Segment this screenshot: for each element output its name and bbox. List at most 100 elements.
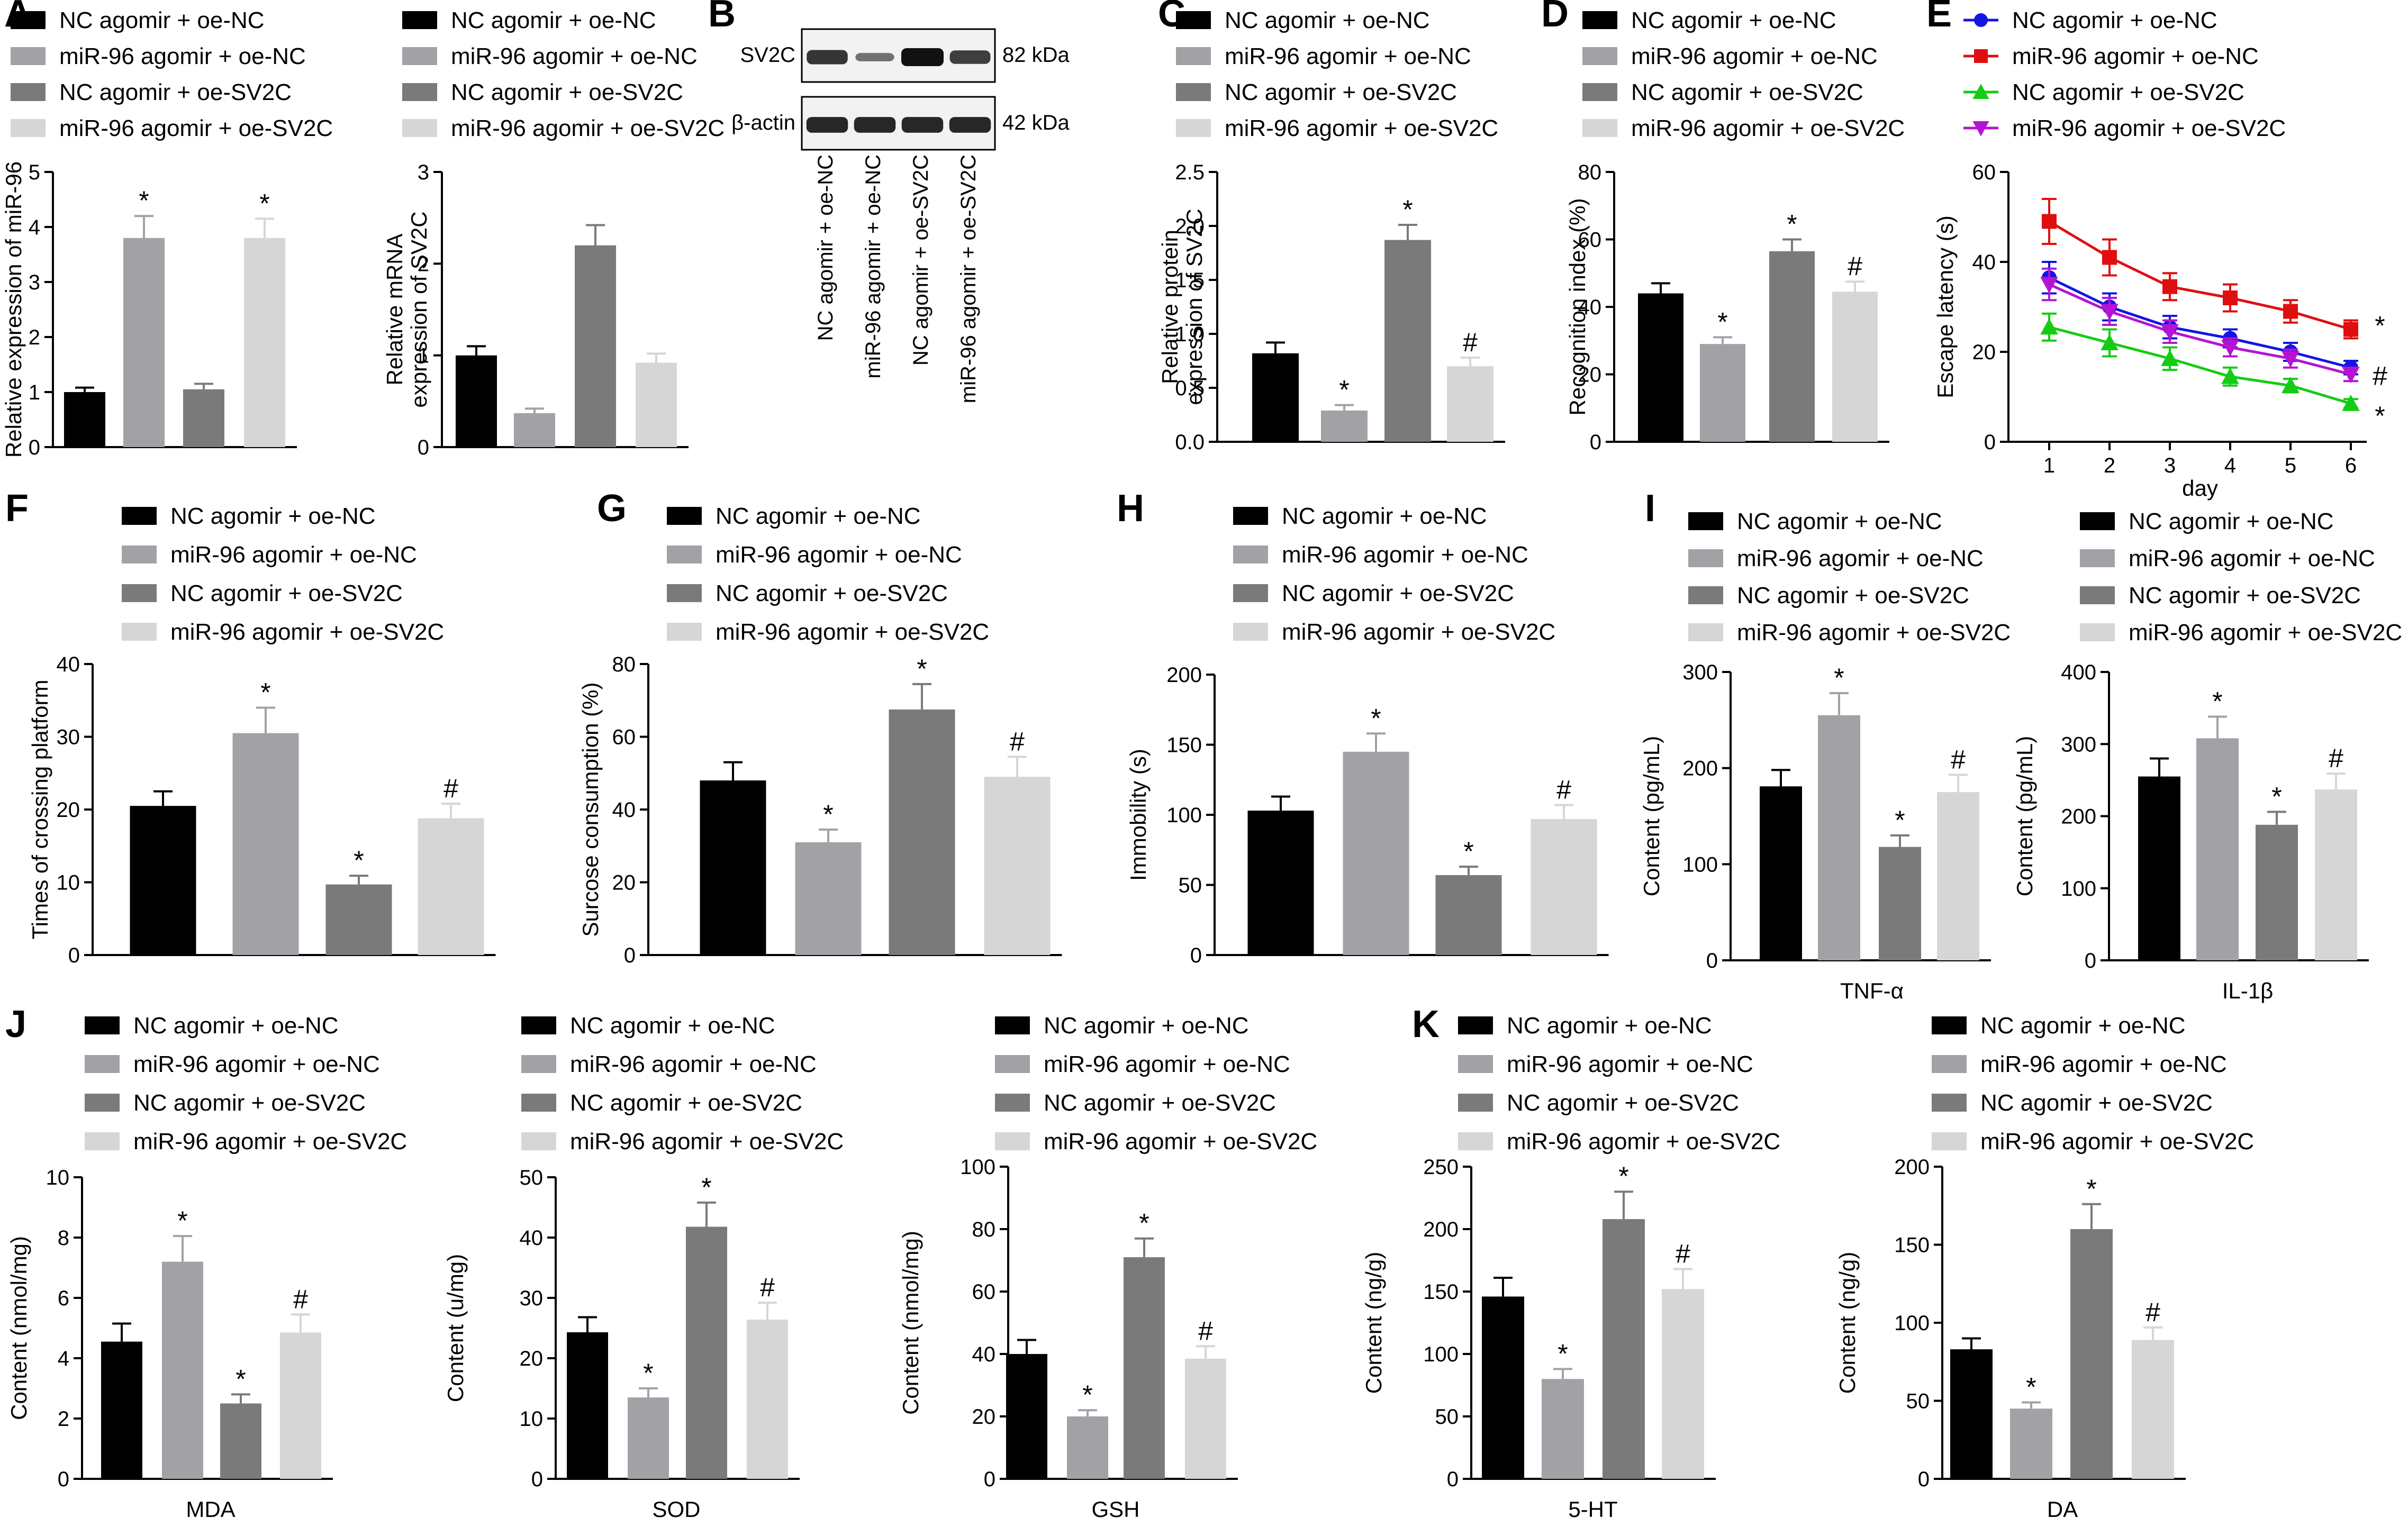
y-tick-label: 1	[29, 381, 40, 404]
blot-row-label: SV2C	[740, 43, 796, 67]
legend-swatch	[1458, 1016, 1493, 1034]
lane-label: miR-96 agomir + oe-SV2C	[957, 154, 980, 403]
line-chart-e: 0 20 40 60 1 2 3 4 5 6 day Escape latency (s) * # *	[1933, 161, 2387, 501]
legend-label: miR-96 agomir + oe-NC	[716, 542, 962, 568]
y-tick-label: 0	[1190, 944, 1202, 967]
bar	[244, 238, 285, 447]
bar-chart-i-9: 0 100 200 300 400 * * # Content (pg/mL) IL-1β	[2012, 661, 2369, 1003]
legend-swatch	[85, 1094, 120, 1112]
y-tick-label: 200	[1894, 1156, 1930, 1179]
panel-label-D: D	[1541, 0, 1569, 35]
y-tick-label: 250	[1423, 1156, 1459, 1179]
bar-chart-a-1: 0 1 2 3 Relative mRNA expression of SV2C	[382, 161, 689, 459]
marker	[2343, 322, 2358, 337]
legend-label: miR-96 agomir + oe-SV2C	[133, 1129, 407, 1155]
legend-label: NC agomir + oe-NC	[1631, 7, 1836, 33]
legend-swatch	[2080, 512, 2115, 530]
legend-label: NC agomir + oe-NC	[1225, 7, 1430, 33]
significance-mark: *	[1402, 195, 1413, 224]
legend-label: miR-96 agomir + oe-SV2C	[59, 115, 333, 141]
legend-swatch	[11, 119, 46, 137]
bar	[1006, 1354, 1047, 1479]
y-tick-label: 100	[1682, 853, 1718, 876]
legend-label: miR-96 agomir + oe-SV2C	[716, 619, 989, 645]
bar-chart-j-11: 0 10 20 30 40 50 * * # Content (u/mg) SOD	[443, 1166, 800, 1518]
legend-swatch	[402, 83, 437, 101]
bar	[1700, 344, 1745, 442]
legend-D: NC agomir + oe-NC miR-96 agomir + oe-NC NC…	[1582, 7, 1905, 141]
y-tick-label: 0	[531, 1468, 543, 1491]
significance-mark: #	[760, 1272, 775, 1302]
legend-swatch	[1176, 11, 1211, 29]
blot-band	[854, 117, 896, 133]
bar	[183, 389, 224, 447]
legend-label: NC agomir + oe-SV2C	[133, 1090, 366, 1116]
y-axis-label: Content (ng/g)	[1361, 1252, 1386, 1394]
bar	[2070, 1229, 2113, 1479]
significance-mark: *	[139, 186, 149, 215]
legend-label: NC agomir + oe-SV2C	[1282, 580, 1514, 606]
legend-swatch	[402, 119, 437, 137]
legend-swatch	[1176, 119, 1211, 137]
legend-label: NC agomir + oe-SV2C	[1507, 1090, 1739, 1116]
legend-label: NC agomir + oe-NC	[170, 503, 376, 529]
y-tick-label: 20	[1972, 341, 1996, 364]
legend-label: miR-96 agomir + oe-NC	[59, 43, 306, 69]
y-tick-label: 150	[1166, 734, 1202, 757]
bar	[2315, 789, 2357, 960]
y-tick-label: 100	[960, 1156, 995, 1179]
significance-mark: *	[1895, 805, 1905, 835]
bar	[101, 1341, 142, 1479]
legend-label: miR-96 agomir + oe-SV2C	[1507, 1129, 1780, 1155]
legend-label: NC agomir + oe-SV2C	[570, 1090, 802, 1116]
legend-swatch	[85, 1016, 120, 1034]
bar	[280, 1332, 321, 1479]
blot-size-label: 82 kDa	[1002, 43, 1070, 67]
significance-mark: *	[643, 1358, 653, 1388]
legend-swatch	[521, 1094, 556, 1112]
legend-label: NC agomir + oe-NC	[2012, 7, 2217, 33]
legend-label: miR-96 agomir + oe-NC	[2129, 546, 2375, 571]
y-tick-label: 0	[1918, 1468, 1930, 1491]
blot-band	[806, 117, 848, 133]
significance-mark: *	[2026, 1372, 2036, 1402]
marker	[2102, 250, 2117, 265]
legend-label: NC agomir + oe-SV2C	[2129, 583, 2361, 608]
significance-mark: #	[293, 1284, 308, 1314]
legend-swatch	[1688, 586, 1723, 604]
bar	[984, 777, 1051, 955]
bar-chart-f-5: 0 10 20 30 40 * * # Times of crossing platform	[28, 653, 496, 967]
legend-A1: NC agomir + oe-NC miR-96 agomir + oe-NC NC…	[11, 7, 333, 141]
bar-chart-c-2: 0.0 0.5 1.0 1.5 2.0 2.5 * * # Relative protein exp…	[1157, 161, 1505, 454]
y-tick-label: 0	[1590, 431, 1601, 454]
y-axis-label: Content (u/mg)	[443, 1254, 468, 1402]
significance-mark: *	[1463, 837, 1473, 866]
y-tick-label: 20	[972, 1405, 996, 1429]
legend-label: NC agomir + oe-SV2C	[2012, 79, 2244, 105]
significance-mark: *	[236, 1364, 246, 1394]
significance-mark: *	[1834, 663, 1844, 693]
legend-label: NC agomir + oe-NC	[451, 7, 656, 33]
group-label: 5-HT	[1568, 1497, 1617, 1518]
bar	[628, 1397, 669, 1479]
legend-label: miR-96 agomir + oe-SV2C	[1631, 115, 1905, 141]
y-tick-label: 3	[418, 161, 429, 184]
y-tick-label: 60	[1972, 161, 1996, 184]
legend-swatch	[521, 1016, 556, 1034]
legend-label: miR-96 agomir + oe-SV2C	[451, 115, 725, 141]
y-tick-label: 0.0	[1175, 431, 1205, 454]
legend-label: miR-96 agomir + oe-NC	[1980, 1051, 2227, 1077]
blot-band	[901, 48, 944, 66]
bar	[220, 1403, 261, 1479]
marker	[2161, 324, 2179, 341]
y-tick-label: 100	[1166, 804, 1202, 827]
legend-label: NC agomir + oe-NC	[716, 503, 921, 529]
y-tick-label: 40	[57, 653, 80, 676]
blot-band	[901, 117, 944, 133]
bar	[1542, 1379, 1584, 1479]
marker	[1972, 84, 1989, 99]
legend-swatch	[1688, 549, 1723, 567]
legend-label: miR-96 agomir + oe-NC	[1737, 546, 1984, 571]
legend-swatch	[1233, 584, 1268, 602]
y-tick-label: 400	[2061, 661, 2096, 684]
